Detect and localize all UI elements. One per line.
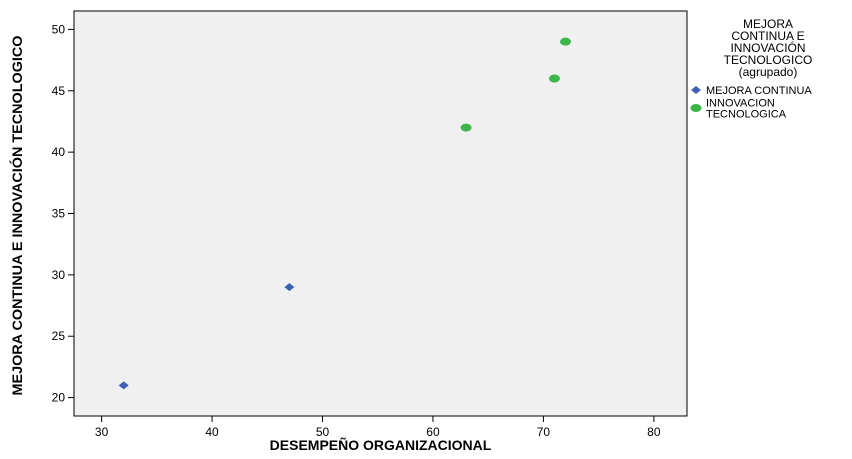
legend-label: MEJORA CONTINUA [706, 85, 812, 97]
y-axis: 20 25 30 35 40 45 50 [52, 22, 74, 405]
legend-diamond-marker [691, 86, 701, 94]
x-tick-label: 40 [205, 425, 219, 439]
y-axis-title: MEJORA CONTINUA E INNOVACIÓN TECNOLOGICO [8, 35, 25, 395]
y-tick-label: 25 [52, 329, 66, 343]
mejora-continua-point [118, 381, 129, 390]
legend-label: TECNOLOGICA [706, 109, 787, 121]
x-axis: 30 40 50 60 70 80 [95, 416, 661, 439]
plot-area [73, 10, 688, 417]
legend-title-line: INNOVACIÓN [730, 40, 805, 55]
innovacion-tecnologica-point [560, 37, 572, 46]
y-tick-label: 45 [52, 84, 66, 98]
y-tick-label: 50 [52, 22, 66, 36]
innovacion-tecnologica-point [548, 74, 560, 83]
x-tick-label: 60 [426, 425, 440, 439]
mejora-continua-point [284, 283, 295, 292]
legend-label: INNOVACION [706, 98, 775, 110]
x-axis-title: DESEMPEÑO ORGANIZACIONAL [270, 436, 492, 453]
legend-title-line: MEJORA [743, 17, 793, 31]
y-tick-label: 30 [52, 268, 66, 282]
x-tick-label: 70 [537, 425, 551, 439]
y-tick-label: 35 [52, 207, 66, 221]
legend-title-line: TECNOLOGICO [724, 53, 813, 67]
x-tick-label: 50 [316, 425, 330, 439]
innovacion-tecnologica-point [460, 123, 472, 132]
legend-circle-marker [690, 104, 702, 112]
y-tick-label: 40 [52, 145, 66, 159]
data-points [118, 37, 572, 390]
legend-title-line: (agrupado) [739, 65, 798, 79]
x-tick-label: 80 [647, 425, 661, 439]
x-tick-label: 30 [95, 425, 109, 439]
y-tick-label: 20 [52, 391, 66, 405]
legend-title-line: CONTINUA E [731, 29, 804, 43]
